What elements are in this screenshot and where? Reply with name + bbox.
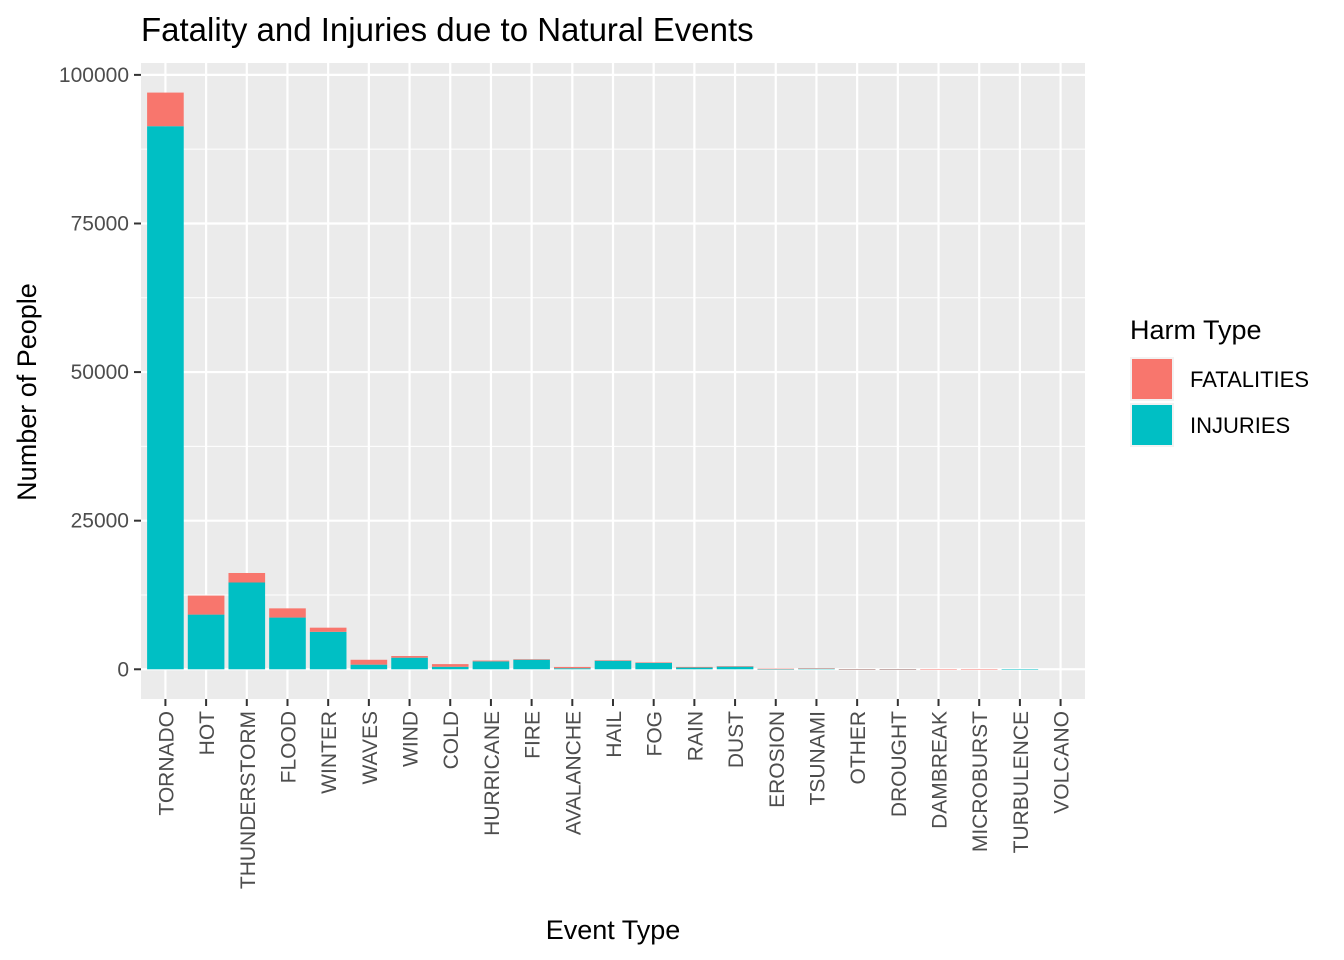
bar-fatalities-erosion — [757, 668, 795, 670]
bars — [147, 92, 1039, 670]
bar-fatalities-hurricane — [472, 660, 510, 662]
x-tick-label-wind: WIND — [400, 711, 423, 767]
x-axis: TORNADO HOT THUNDERSTORM FLOOD WINTER WAVES WI… — [155, 699, 1074, 889]
x-tick-label-flood: FLOOD — [277, 711, 300, 783]
x-tick-label-volcano: VOLCANO — [1051, 711, 1074, 814]
x-tick-label-cold: COLD — [440, 711, 463, 769]
legend-label-injuries: INJURIES — [1190, 413, 1290, 438]
bar-injuries-rain — [676, 667, 713, 670]
y-axis-title: Number of People — [12, 283, 42, 501]
x-tick-label-turbulence: TURBULENCE — [1010, 711, 1033, 853]
bar-fatalities-cold — [431, 664, 469, 667]
bar-injuries-thunderstorm — [228, 582, 266, 670]
legend: Harm Type FATALITIES INJURIES — [1130, 315, 1309, 447]
bar-injuries-flood — [269, 617, 306, 670]
x-tick-label-microburst: MICROBURST — [969, 711, 992, 852]
y-tick-label: 100000 — [59, 64, 129, 87]
bar-fatalities-tornado — [147, 92, 184, 127]
bar-injuries-turbulence — [1001, 669, 1039, 670]
legend-title: Harm Type — [1130, 315, 1262, 345]
y-tick-label: 25000 — [71, 510, 129, 533]
x-tick-label-drought: DROUGHT — [888, 711, 911, 817]
bar-injuries-wind — [391, 657, 428, 670]
y-tick-label: 0 — [117, 658, 129, 681]
x-tick-label-erosion: EROSION — [766, 711, 789, 808]
x-tick-label-winter: WINTER — [318, 711, 341, 794]
bar-fatalities-rain — [676, 666, 713, 668]
x-tick-label-hail: HAIL — [603, 711, 626, 758]
bar-fatalities-waves — [350, 659, 388, 665]
bar-fatalities-dust — [716, 666, 754, 667]
bar-injuries-hurricane — [472, 661, 510, 670]
bar-fatalities-flood — [269, 608, 306, 618]
x-tick-label-tsunami: TSUNAMI — [806, 711, 829, 806]
x-axis-title: Event Type — [546, 915, 681, 945]
legend-key-injuries — [1132, 405, 1172, 445]
legend-label-fatalities: FATALITIES — [1190, 367, 1309, 392]
bar-fatalities-microburst — [960, 669, 998, 670]
bar-fatalities-dambreak — [920, 669, 957, 670]
bar-injuries-cold — [431, 666, 469, 670]
bar-fatalities-drought — [879, 669, 917, 670]
x-tick-label-waves: WAVES — [359, 711, 382, 785]
bar-fatalities-thunderstorm — [228, 572, 266, 583]
bar-fatalities-hot — [187, 595, 225, 615]
bar-fatalities-wind — [391, 656, 428, 658]
bar-injuries-fog — [635, 662, 672, 670]
bar-fatalities-fire — [513, 659, 550, 660]
bar-fatalities-other — [838, 669, 876, 670]
y-axis: 0 25000 50000 75000 100000 — [59, 64, 141, 681]
x-tick-label-hot: HOT — [196, 711, 219, 756]
x-tick-label-hurricane: HURRICANE — [481, 711, 504, 836]
bar-injuries-tornado — [147, 126, 184, 670]
x-tick-label-avalanche: AVALANCHE — [562, 711, 585, 835]
bar-fatalities-tsunami — [798, 668, 835, 669]
bar-injuries-avalanche — [554, 668, 591, 670]
bar-fatalities-fog — [635, 662, 672, 663]
bar-injuries-waves — [350, 664, 388, 670]
bar-injuries-winter — [309, 631, 347, 670]
legend-key-fatalities — [1132, 359, 1172, 399]
bar-injuries-fire — [513, 659, 550, 670]
bar-injuries-hail — [594, 660, 632, 670]
bar-fatalities-hail — [594, 660, 632, 661]
y-tick-label: 75000 — [71, 212, 129, 235]
x-tick-label-fog: FOG — [644, 711, 667, 757]
x-tick-label-dust: DUST — [725, 711, 748, 768]
x-tick-label-other: OTHER — [847, 711, 870, 785]
x-tick-label-thunderstorm: THUNDERSTORM — [237, 711, 260, 889]
x-tick-label-rain: RAIN — [684, 711, 707, 761]
bar-injuries-hot — [187, 614, 225, 670]
bar-injuries-erosion — [757, 669, 795, 670]
bar-injuries-dust — [716, 666, 754, 670]
y-tick-label: 50000 — [71, 361, 129, 384]
x-tick-label-dambreak: DAMBREAK — [929, 711, 952, 829]
chart-title: Fatality and Injuries due to Natural Eve… — [141, 11, 754, 48]
x-tick-label-tornado: TORNADO — [155, 711, 178, 816]
bar-injuries-tsunami — [798, 668, 835, 670]
x-tick-label-fire: FIRE — [522, 711, 545, 759]
bar-fatalities-winter — [309, 627, 347, 632]
bar-fatalities-avalanche — [554, 666, 591, 669]
